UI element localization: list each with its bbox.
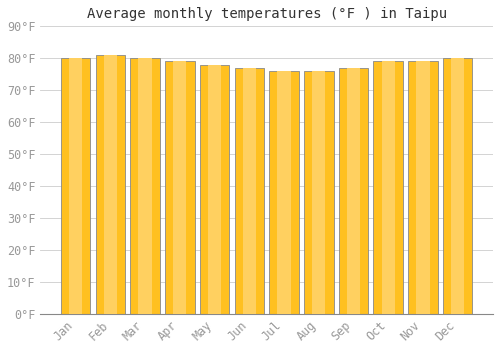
Bar <box>208 65 221 314</box>
Bar <box>200 65 230 314</box>
Bar <box>312 71 326 314</box>
Bar <box>374 62 403 314</box>
Bar <box>270 71 299 314</box>
Bar <box>451 58 464 314</box>
Bar <box>416 62 430 314</box>
Bar <box>278 71 290 314</box>
Bar <box>347 68 360 314</box>
Bar <box>61 58 90 314</box>
Bar <box>130 58 160 314</box>
Bar <box>138 58 152 314</box>
Bar <box>304 71 334 314</box>
Bar <box>234 68 264 314</box>
Bar <box>104 55 117 314</box>
Bar <box>96 55 125 314</box>
Bar <box>339 68 368 314</box>
Bar <box>173 62 186 314</box>
Bar <box>69 58 82 314</box>
Bar <box>443 58 472 314</box>
Bar <box>165 62 194 314</box>
Bar <box>242 68 256 314</box>
Bar <box>408 62 438 314</box>
Bar <box>382 62 395 314</box>
Title: Average monthly temperatures (°F ) in Taipu: Average monthly temperatures (°F ) in Ta… <box>86 7 446 21</box>
